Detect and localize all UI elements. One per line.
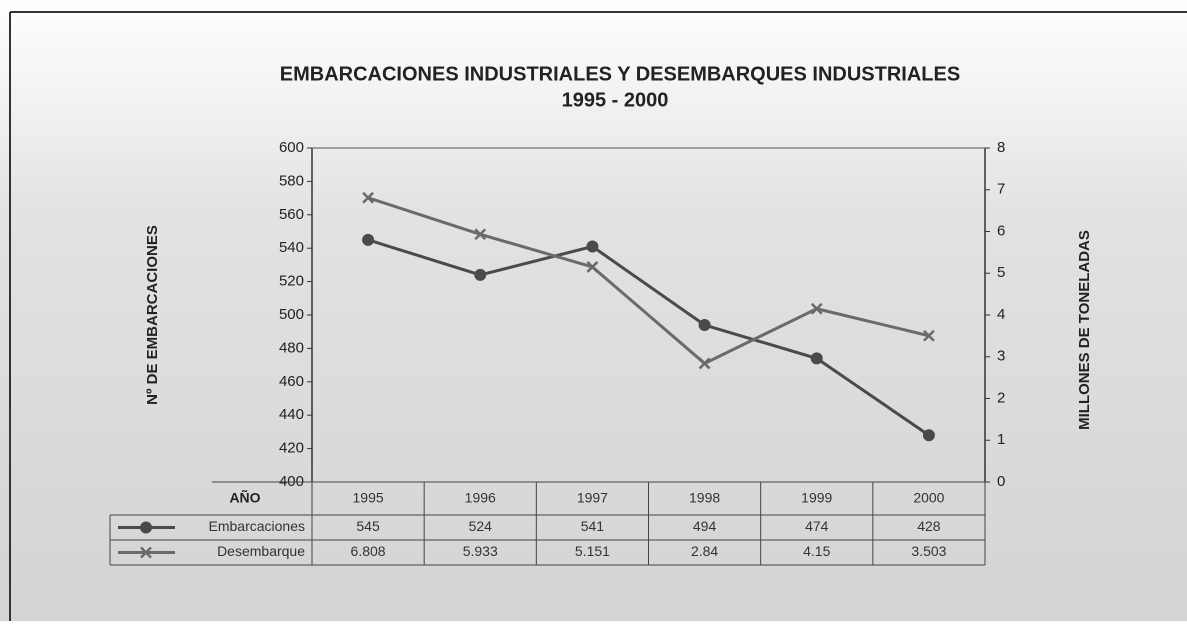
- point: [586, 261, 599, 273]
- point: [810, 302, 823, 315]
- point: [698, 357, 711, 370]
- point: [923, 329, 935, 342]
- y-tick-label: 560: [279, 206, 304, 223]
- y2-tick-label: 0: [997, 473, 1005, 490]
- table-value: 428: [917, 518, 941, 534]
- y-tick-label: 420: [279, 440, 304, 457]
- x-tick-label: 1997: [577, 490, 608, 506]
- point: [362, 191, 374, 204]
- y-tick-label: 400: [279, 473, 304, 490]
- legend-label: Embarcaciones: [209, 518, 306, 534]
- table-header: AÑO: [229, 489, 260, 506]
- point: [586, 240, 599, 253]
- table-value: 524: [469, 518, 493, 534]
- y-tick-label: 580: [279, 172, 304, 189]
- table-value: 6.808: [351, 543, 386, 559]
- y2-tick-label: 1: [997, 431, 1005, 448]
- table-value: 5.933: [463, 543, 498, 559]
- y-tick-label: 440: [279, 406, 304, 423]
- y2-tick-label: 5: [997, 264, 1005, 281]
- y2-tick-label: 6: [997, 222, 1005, 239]
- y-tick-label: 520: [279, 273, 304, 290]
- y-tick-label: 540: [279, 239, 304, 256]
- y-tick-label: 500: [279, 306, 304, 323]
- y2-tick-label: 2: [997, 389, 1005, 406]
- legend-label: Desembarque: [217, 543, 305, 559]
- y-axis-label: Nº DE EMBARCACIONES: [144, 225, 161, 405]
- y-tick-label: 480: [279, 339, 304, 356]
- y2-tick-label: 7: [997, 181, 1005, 198]
- legend-marker: [140, 546, 152, 559]
- x-tick-label: 1995: [353, 490, 384, 506]
- x-tick-label: 2000: [913, 490, 944, 506]
- series-line: [367, 238, 930, 437]
- y-tick-label: 460: [279, 373, 304, 390]
- x-tick-label: 1996: [465, 490, 496, 506]
- y2-tick-label: 3: [997, 348, 1005, 365]
- point: [362, 233, 375, 246]
- table-value: 5.151: [575, 543, 610, 559]
- point: [698, 319, 711, 332]
- y2-tick-label: 8: [997, 139, 1005, 156]
- legend-marker: [140, 521, 152, 534]
- chart-subtitle: 1995 - 2000: [562, 89, 669, 111]
- point: [474, 268, 487, 281]
- chart-title: EMBARCACIONES INDUSTRIALES Y DESEMBARQUE…: [280, 63, 960, 85]
- point: [474, 228, 487, 241]
- x-tick-label: 1998: [689, 490, 720, 506]
- table-value: 474: [805, 518, 829, 534]
- point: [922, 429, 935, 442]
- point: [810, 352, 823, 365]
- y2-axis-label: MILLONES DE TONELADAS: [1076, 230, 1093, 430]
- y2-tick-label: 4: [997, 306, 1005, 323]
- table-value: 4.15: [803, 543, 830, 559]
- y-tick-label: 600: [279, 139, 304, 156]
- table-value: 545: [356, 518, 380, 534]
- table-value: 2.84: [691, 543, 718, 559]
- x-tick-label: 1999: [801, 490, 832, 506]
- table-value: 3.503: [911, 543, 946, 559]
- table-value: 494: [693, 518, 717, 534]
- series-line: [367, 196, 930, 366]
- table-value: 541: [581, 518, 605, 534]
